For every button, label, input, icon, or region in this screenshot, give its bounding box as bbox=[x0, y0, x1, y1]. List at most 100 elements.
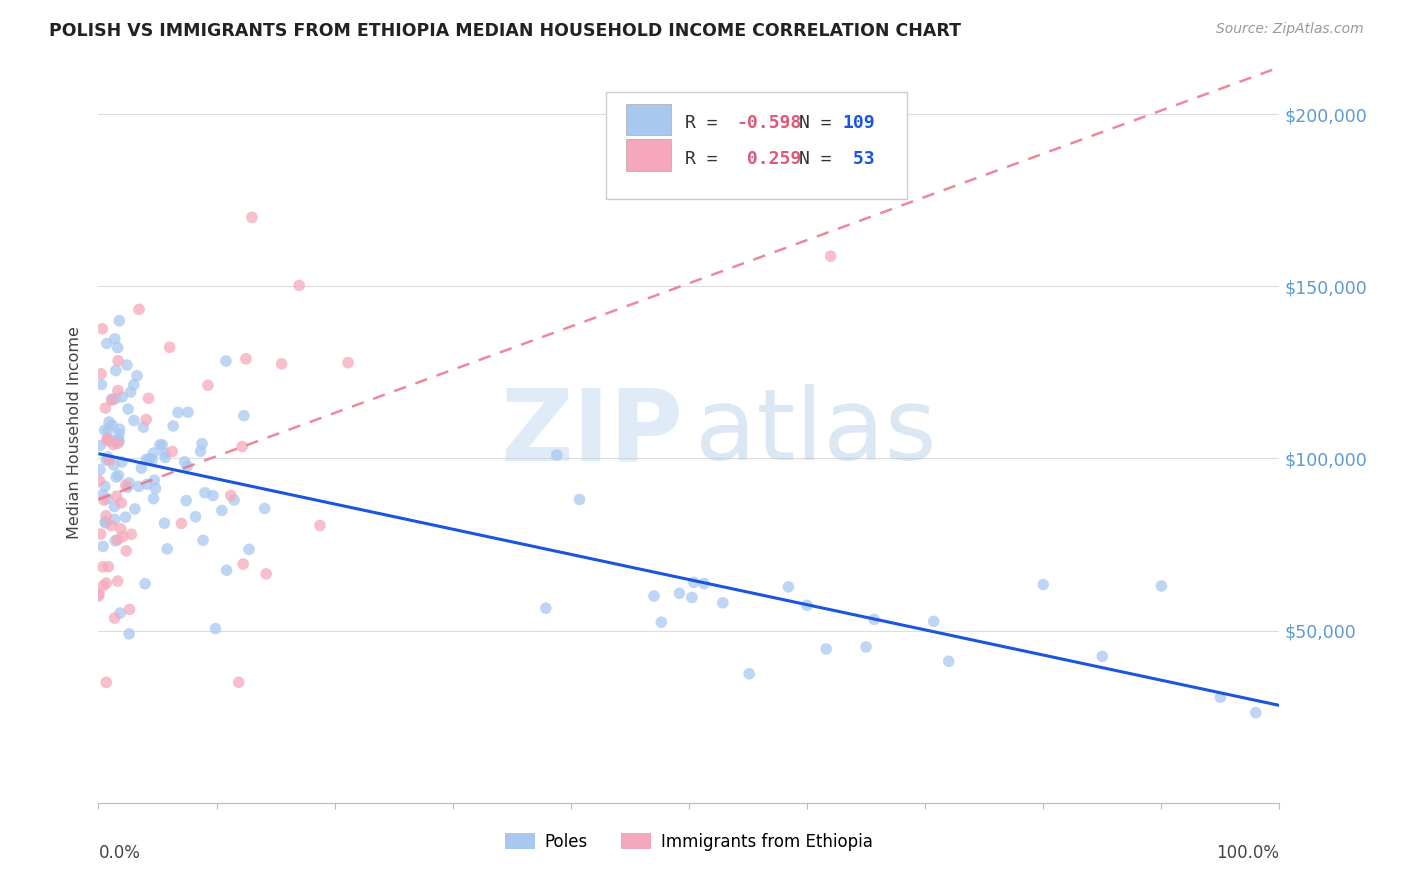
Point bbox=[778, 580, 800, 594]
Point bbox=[108, 422, 131, 436]
Point bbox=[1244, 706, 1267, 720]
Point bbox=[211, 503, 233, 517]
Point bbox=[107, 341, 129, 355]
Point bbox=[184, 509, 207, 524]
Point bbox=[97, 450, 120, 464]
Point bbox=[96, 491, 118, 506]
Point bbox=[681, 591, 703, 605]
Point bbox=[682, 575, 704, 590]
Point bbox=[142, 446, 165, 460]
Y-axis label: Median Household Income: Median Household Income bbox=[67, 326, 83, 539]
Point bbox=[105, 489, 128, 503]
Point bbox=[938, 654, 960, 668]
Point bbox=[89, 474, 111, 488]
Point bbox=[87, 589, 110, 603]
Point bbox=[117, 402, 139, 417]
Point bbox=[201, 489, 224, 503]
Point bbox=[91, 559, 114, 574]
Point bbox=[135, 412, 157, 426]
Point bbox=[288, 278, 311, 293]
Point bbox=[135, 452, 157, 467]
Point bbox=[104, 533, 127, 548]
Point bbox=[98, 415, 121, 429]
Point bbox=[150, 438, 173, 452]
Point bbox=[162, 419, 184, 434]
Point bbox=[96, 576, 118, 591]
Point bbox=[108, 314, 131, 328]
Text: N =: N = bbox=[799, 114, 842, 132]
Point bbox=[111, 530, 134, 544]
Point bbox=[104, 512, 127, 526]
Point bbox=[650, 615, 672, 630]
Point bbox=[91, 322, 114, 336]
Point bbox=[107, 384, 129, 398]
Point bbox=[91, 540, 114, 554]
Point bbox=[136, 477, 159, 491]
Point bbox=[89, 438, 111, 452]
Point bbox=[103, 437, 125, 451]
Point bbox=[90, 377, 112, 392]
Point bbox=[115, 358, 138, 372]
Point bbox=[231, 440, 253, 454]
Point bbox=[108, 434, 131, 449]
Point bbox=[162, 444, 184, 458]
Point bbox=[110, 522, 132, 536]
Text: POLISH VS IMMIGRANTS FROM ETHIOPIA MEDIAN HOUSEHOLD INCOME CORRELATION CHART: POLISH VS IMMIGRANTS FROM ETHIOPIA MEDIA… bbox=[49, 22, 962, 40]
Text: 109: 109 bbox=[842, 114, 875, 132]
Point bbox=[643, 589, 665, 603]
Point bbox=[174, 493, 197, 508]
Point bbox=[131, 461, 153, 475]
Point bbox=[96, 453, 118, 467]
Point bbox=[156, 541, 179, 556]
Legend: Poles, Immigrants from Ethiopia: Poles, Immigrants from Ethiopia bbox=[498, 826, 880, 857]
Point bbox=[145, 482, 167, 496]
Point bbox=[117, 480, 139, 494]
Point bbox=[108, 427, 131, 442]
Point bbox=[120, 385, 142, 400]
Point bbox=[96, 675, 118, 690]
Point bbox=[568, 492, 591, 507]
Point bbox=[1032, 577, 1054, 591]
Point bbox=[232, 557, 254, 571]
Point bbox=[238, 542, 260, 557]
Point bbox=[97, 423, 120, 437]
Point bbox=[127, 368, 149, 383]
Point bbox=[128, 479, 150, 493]
Point bbox=[98, 453, 121, 467]
Point bbox=[1209, 690, 1232, 705]
Text: 0.0%: 0.0% bbox=[98, 844, 141, 862]
Point bbox=[143, 473, 166, 487]
Point bbox=[122, 377, 145, 392]
Point bbox=[1091, 649, 1114, 664]
Point bbox=[114, 510, 136, 524]
Point bbox=[153, 450, 176, 465]
Point bbox=[215, 563, 238, 577]
Point bbox=[235, 351, 257, 366]
Point bbox=[309, 518, 332, 533]
FancyBboxPatch shape bbox=[606, 92, 907, 200]
Point bbox=[107, 353, 129, 368]
Point bbox=[138, 392, 160, 406]
Point bbox=[170, 516, 193, 531]
Point bbox=[94, 515, 117, 529]
Point bbox=[90, 367, 112, 381]
Point bbox=[711, 596, 734, 610]
Text: 53: 53 bbox=[842, 150, 875, 168]
Point bbox=[738, 666, 761, 681]
Point bbox=[107, 468, 129, 483]
Point bbox=[101, 418, 124, 433]
Text: ZIP: ZIP bbox=[501, 384, 683, 481]
Point bbox=[240, 211, 263, 225]
Point bbox=[111, 390, 134, 404]
Point bbox=[94, 516, 117, 530]
Point bbox=[922, 615, 945, 629]
Point bbox=[101, 392, 124, 406]
Point bbox=[141, 452, 163, 467]
Point bbox=[97, 559, 120, 574]
Point bbox=[204, 622, 226, 636]
Point bbox=[93, 423, 115, 437]
Point bbox=[111, 455, 134, 469]
Point bbox=[820, 249, 842, 263]
Point bbox=[224, 493, 246, 508]
Text: R =: R = bbox=[685, 150, 740, 168]
